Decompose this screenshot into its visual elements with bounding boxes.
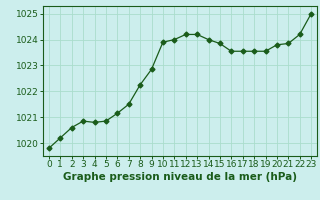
X-axis label: Graphe pression niveau de la mer (hPa): Graphe pression niveau de la mer (hPa) [63, 172, 297, 182]
